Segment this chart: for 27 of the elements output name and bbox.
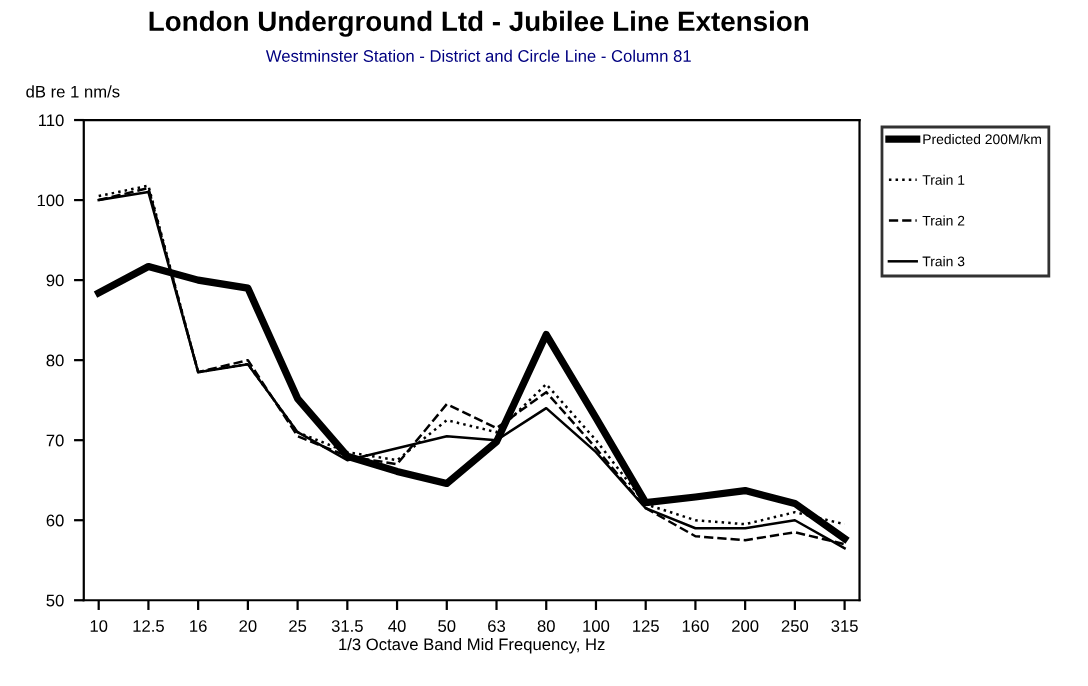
x-axis-title: 1/3 Octave Band Mid Frequency, Hz — [339, 638, 605, 654]
x-tick-label: 250 — [781, 620, 809, 632]
x-tick-label: 200 — [732, 620, 759, 632]
x-tick-label: 50 — [438, 620, 456, 632]
y-tick-label: 90 — [46, 274, 64, 287]
x-tick-label: 10 — [90, 620, 108, 632]
y-tick-label: 100 — [37, 194, 64, 207]
y-tick-label: 60 — [46, 514, 64, 527]
x-tick-label: 125 — [633, 620, 659, 632]
x-tick-label: 31.5 — [331, 620, 363, 632]
x-tick-label: 25 — [289, 620, 307, 632]
chart-subtitle: Westminster Station - District and Circle Line - Column 81 — [265, 49, 691, 62]
x-tick-label: 20 — [239, 620, 257, 632]
x-tick-label: 315 — [831, 620, 858, 632]
x-tick-label: 80 — [537, 620, 555, 632]
y-tick-label: 50 — [46, 594, 64, 607]
x-tick-label: 160 — [682, 620, 709, 632]
y-axis-title: dB re 1 nm/s — [26, 85, 120, 98]
y-tick-label: 70 — [46, 434, 64, 447]
x-tick-label: 12.5 — [133, 620, 164, 632]
x-tick-label: 16 — [190, 620, 207, 632]
y-tick-label: 80 — [46, 354, 64, 367]
chart-title: London Underground Ltd - Jubilee Line Extension — [149, 10, 809, 37]
x-tick-label: 100 — [583, 620, 610, 632]
x-tick-label: 63 — [488, 620, 506, 632]
x-tick-label: 40 — [388, 620, 406, 632]
y-tick-label: 110 — [39, 114, 64, 127]
